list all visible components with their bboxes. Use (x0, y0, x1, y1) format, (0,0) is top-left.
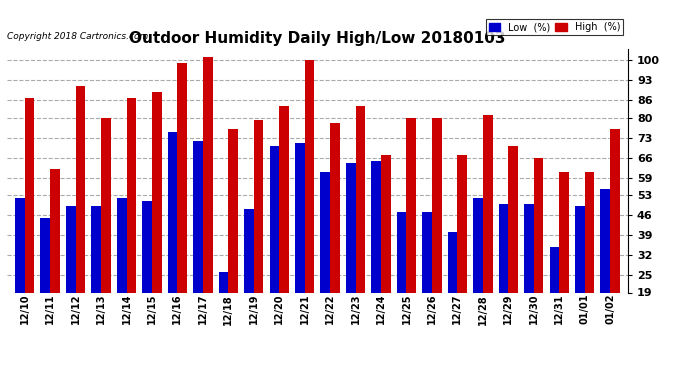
Bar (305, 60, 315, 292)
Bar (66, 207, 76, 292)
Bar (219, 272, 228, 292)
Bar (330, 123, 339, 292)
Bar (126, 98, 136, 292)
Bar (575, 207, 584, 292)
Bar (524, 204, 534, 292)
Bar (193, 141, 203, 292)
Bar (559, 172, 569, 292)
Bar (584, 172, 594, 292)
Bar (101, 118, 110, 292)
Bar (177, 63, 187, 292)
Bar (600, 189, 610, 292)
Bar (346, 164, 355, 292)
Bar (152, 92, 161, 292)
Bar (279, 106, 289, 292)
Bar (228, 129, 238, 292)
Bar (422, 212, 432, 292)
Legend: Low  (%), High  (%): Low (%), High (%) (486, 20, 623, 35)
Bar (142, 201, 152, 292)
Bar (76, 86, 86, 292)
Bar (168, 132, 177, 292)
Bar (50, 169, 60, 292)
Bar (244, 209, 254, 292)
Bar (448, 232, 457, 292)
Bar (270, 146, 279, 292)
Bar (397, 212, 406, 292)
Bar (203, 57, 213, 292)
Bar (534, 158, 544, 292)
Bar (25, 98, 34, 292)
Bar (320, 172, 330, 292)
Bar (432, 118, 442, 292)
Bar (15, 198, 25, 292)
Bar (457, 155, 467, 292)
Bar (381, 155, 391, 292)
Bar (483, 115, 493, 292)
Bar (254, 120, 264, 292)
Bar (610, 129, 620, 292)
Bar (41, 218, 50, 292)
Bar (117, 198, 126, 292)
Bar (406, 118, 416, 292)
Bar (473, 198, 483, 292)
Bar (355, 106, 365, 292)
Bar (499, 204, 509, 292)
Text: Copyright 2018 Cartronics.com: Copyright 2018 Cartronics.com (7, 32, 148, 41)
Bar (371, 160, 381, 292)
Title: Outdoor Humidity Daily High/Low 20180103: Outdoor Humidity Daily High/Low 20180103 (129, 31, 506, 46)
Bar (549, 247, 559, 292)
Bar (91, 207, 101, 292)
Bar (509, 146, 518, 292)
Bar (295, 143, 305, 292)
